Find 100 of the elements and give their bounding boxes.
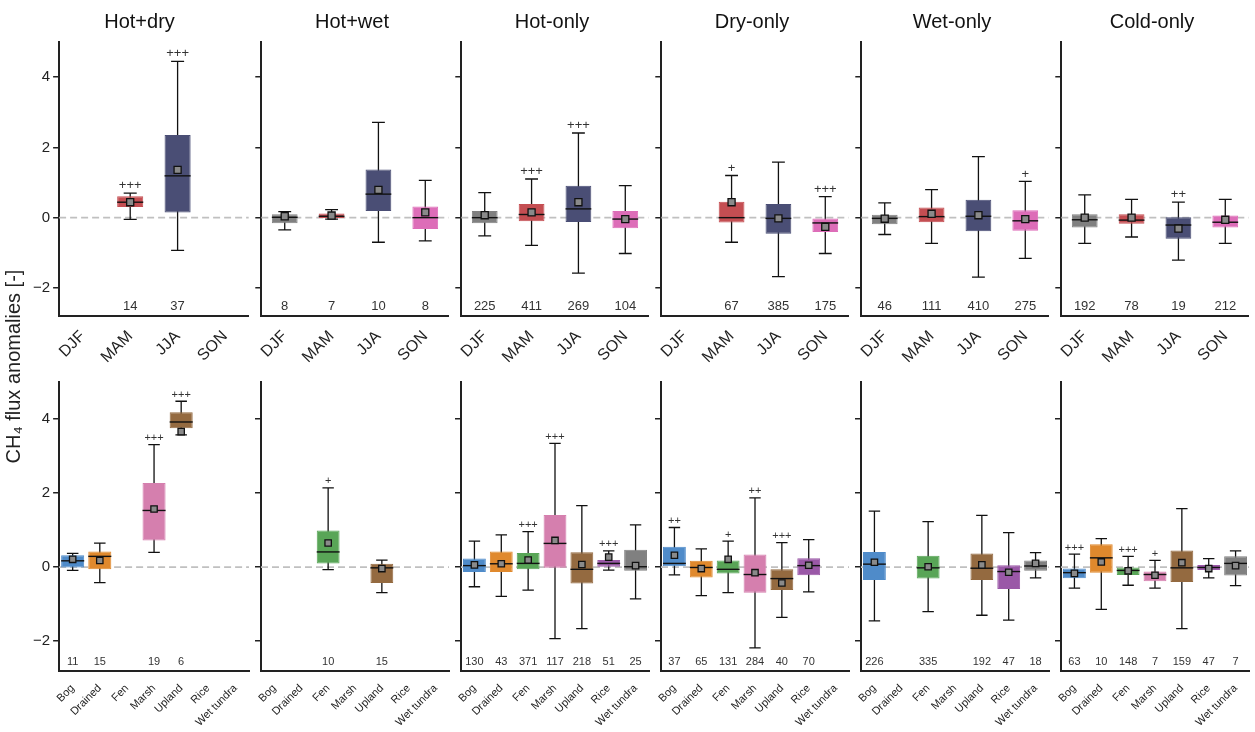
text: 67	[724, 298, 739, 314]
annotation: +++	[520, 163, 543, 179]
chart-title: Wet-only	[912, 9, 992, 32]
y-tick-label: 4	[41, 67, 51, 85]
y-tick-label: 0	[41, 207, 51, 225]
annotation: +++	[545, 429, 565, 442]
text: 14	[122, 298, 138, 314]
annotation: +	[324, 474, 332, 487]
text: 212	[1214, 298, 1237, 314]
text: 131	[718, 655, 738, 668]
chart-title: Hot-only	[514, 9, 590, 32]
text: 159	[1172, 655, 1192, 668]
text: 15	[375, 655, 388, 668]
x-tick-label: JJA	[151, 326, 184, 358]
y-tick-label: 2	[41, 137, 51, 155]
x-tick-label: Fen	[709, 681, 732, 704]
text: 335	[918, 655, 938, 668]
annotation: ++	[748, 484, 762, 497]
annotation: +	[1151, 546, 1159, 559]
text: 65	[695, 655, 708, 668]
text: 47	[1002, 655, 1015, 668]
text: 410	[967, 298, 990, 314]
x-tick-label: Fen	[509, 681, 532, 704]
annotation: +	[1021, 165, 1030, 181]
text: 371	[518, 655, 538, 668]
text: 40	[775, 655, 788, 668]
annotation: +++	[144, 431, 164, 444]
y-axis-title: CH₄ flux anomalies [-]	[2, 269, 26, 463]
x-tick-label: Fen	[108, 681, 131, 704]
text: 7	[1232, 655, 1239, 668]
y-tick-label: 0	[41, 557, 51, 575]
text: 70	[802, 655, 815, 668]
text: 51	[602, 655, 615, 668]
annotation: ++	[1170, 186, 1187, 202]
annotation: +++	[772, 529, 792, 542]
annotation: +++	[118, 177, 142, 193]
text: 284	[745, 655, 765, 668]
x-tick-label: Fen	[1109, 681, 1132, 704]
text: 226	[865, 655, 884, 668]
x-tick-label: Fen	[309, 681, 332, 704]
annotation: +++	[518, 518, 538, 531]
annotation: +++	[171, 387, 191, 400]
x-tick-label: JJA	[352, 326, 384, 358]
annotation: +++	[599, 537, 619, 550]
annotation: +	[727, 159, 736, 175]
text: 25	[629, 655, 642, 668]
text: 43	[495, 655, 508, 668]
text: 78	[1124, 298, 1139, 314]
annotation: +++	[1064, 540, 1085, 553]
text: 218	[572, 655, 592, 668]
y-tick-label: 4	[41, 409, 51, 427]
text: 10	[371, 298, 386, 314]
text: 130	[465, 655, 484, 668]
text: 7	[327, 298, 336, 314]
text: 104	[614, 298, 637, 314]
annotation: +	[724, 527, 732, 540]
text: 63	[1068, 655, 1081, 668]
text: 19	[1171, 298, 1186, 314]
text: 11	[66, 655, 79, 668]
x-tick-label: JJA	[552, 326, 584, 358]
y-tick-label: −2	[32, 278, 51, 296]
annotation: +++	[166, 45, 189, 61]
text: 192	[972, 655, 992, 668]
y-tick-label: −2	[32, 631, 51, 649]
annotation: +++	[567, 117, 590, 133]
x-tick-label: JJA	[752, 326, 784, 358]
annotation: +++	[813, 180, 837, 196]
text: 10	[1095, 655, 1108, 668]
text: 192	[1073, 298, 1096, 314]
text: 225	[473, 298, 496, 314]
text: 8	[281, 298, 289, 314]
annotation: ++	[668, 514, 681, 527]
text: 47	[1202, 655, 1215, 668]
annotation: +++	[1118, 542, 1138, 555]
text: 175	[814, 298, 837, 314]
text: 269	[567, 298, 590, 314]
x-tick-label: JJA	[952, 326, 984, 358]
text: 37	[668, 655, 681, 668]
text: 117	[546, 655, 564, 668]
chart-title: Cold-only	[1109, 9, 1195, 32]
text: 10	[322, 655, 335, 668]
text: 8	[421, 298, 429, 314]
text: 6	[178, 655, 185, 668]
x-tick-label: Fen	[909, 681, 932, 704]
chart-title: Hot+wet	[315, 9, 390, 32]
x-tick-label: JJA	[1152, 326, 1184, 358]
text: 37	[170, 298, 185, 314]
text: 18	[1029, 655, 1042, 668]
text: 411	[521, 298, 542, 314]
text: 385	[767, 298, 790, 314]
text: 111	[921, 298, 942, 314]
text: 19	[147, 655, 161, 668]
text: 15	[93, 655, 106, 668]
text: 7	[1151, 655, 1159, 668]
y-tick-label: 2	[41, 483, 51, 501]
text: 275	[1014, 298, 1037, 314]
chart-title: Dry-only	[714, 9, 790, 32]
text: 148	[1118, 655, 1138, 668]
chart-title: Hot+dry	[104, 9, 175, 32]
text: 46	[877, 298, 892, 314]
